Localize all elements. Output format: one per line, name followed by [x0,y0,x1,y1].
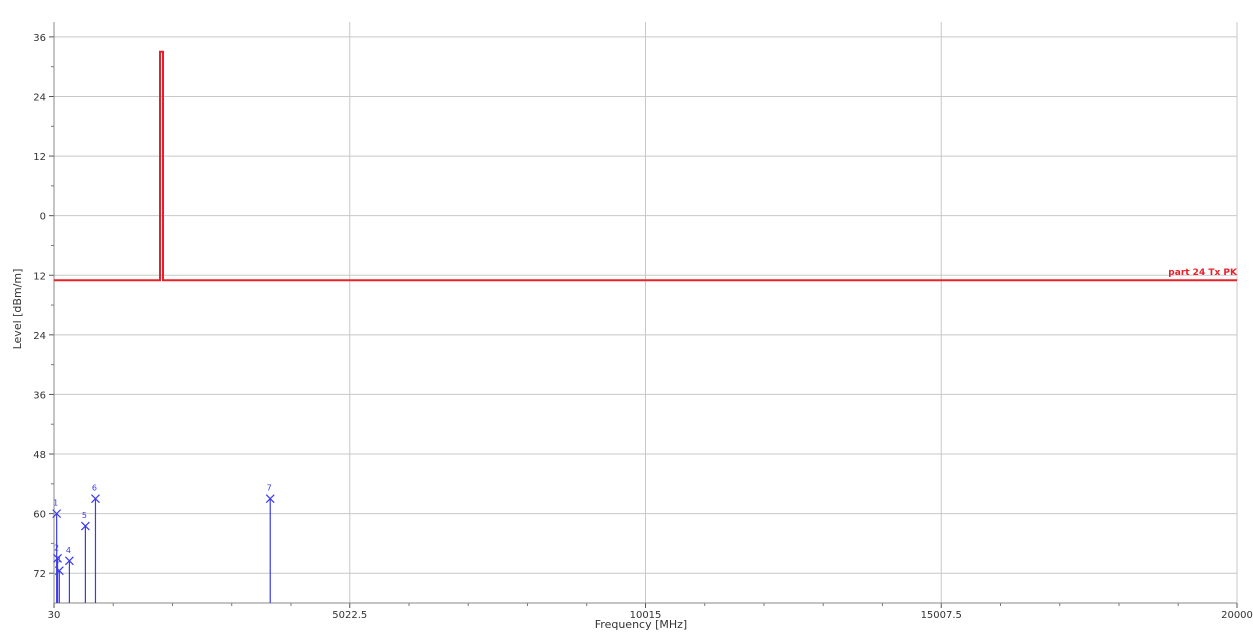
x-tick-label: 30 [48,610,61,621]
marker-label: 1 [53,499,58,508]
y-tick-label: 36 [33,33,46,44]
marker-label: 2 [54,543,59,552]
marker-cross [64,556,74,566]
marker-cross [54,566,64,576]
x-axis-title: Frequency [MHz] [595,618,687,631]
limit-line-label: part 24 Tx PK [1168,268,1238,278]
marker-cross [52,509,62,519]
y-tick-label: 0 [40,212,46,223]
y-axis-title: Level [dBm/m] [11,269,24,350]
marker-group: 1 2 34 5 6 7 [52,484,275,603]
y-tick-label: 12 [33,152,46,163]
y-tick-label: 24 [33,92,46,103]
y-tick-label: 24 [33,331,46,342]
y-tick-label: 36 [33,390,46,401]
marker-cross [53,553,62,563]
marker-cross [91,494,100,504]
marker-cross [265,494,275,504]
x-tick-label: 5022.5 [332,610,367,621]
marker-label: 5 [82,511,87,520]
marker-label: 6 [92,484,97,493]
y-tick-label: 60 [33,510,46,521]
marker-label: 4 [66,546,71,555]
limit-line [54,50,1237,282]
marker-label: 7 [267,484,272,493]
limit-line-group: part 24 Tx PK [54,50,1238,282]
y-tick-label: 48 [33,450,46,461]
y-tick-label: 72 [33,569,46,580]
x-tick-label: 10015 [630,610,662,621]
axes [49,22,1238,608]
x-tick-label: 20000 [1221,610,1253,621]
marker-label: 3 [56,556,61,565]
x-tick-label: 15007.5 [921,610,962,621]
y-tick-label: 12 [33,271,46,282]
grid [53,22,1238,603]
marker-cross [80,521,90,531]
